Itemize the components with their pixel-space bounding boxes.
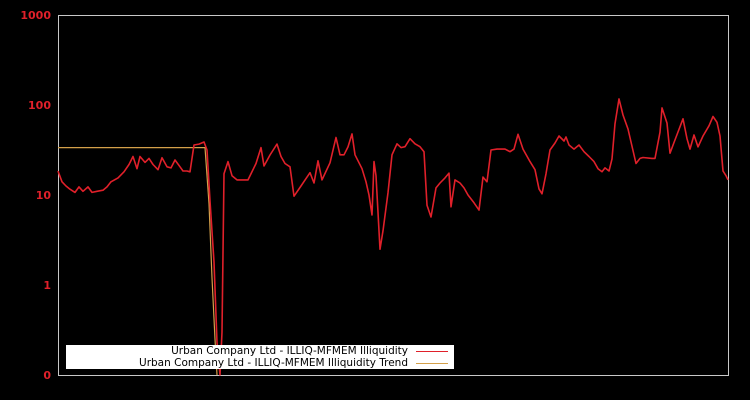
- y-tick-label: 100: [28, 99, 51, 112]
- y-tick-label: 1000: [20, 9, 51, 22]
- illiquidity-line: [57, 98, 729, 376]
- legend-swatch-illiquidity: [416, 351, 448, 352]
- legend-label-trend: Urban Company Ltd - ILLIQ-MFMEM Illiquid…: [139, 357, 408, 369]
- y-tick-label: 1: [43, 279, 51, 292]
- legend: Urban Company Ltd - ILLIQ-MFMEM Illiquid…: [66, 345, 454, 369]
- legend-swatch-trend: [416, 363, 448, 364]
- plot-frame: [58, 15, 729, 376]
- y-tick-label: 10: [36, 189, 52, 202]
- legend-label-illiquidity: Urban Company Ltd - ILLIQ-MFMEM Illiquid…: [171, 345, 408, 357]
- y-tick-label: 0: [43, 369, 51, 382]
- trend-line: [58, 147, 218, 376]
